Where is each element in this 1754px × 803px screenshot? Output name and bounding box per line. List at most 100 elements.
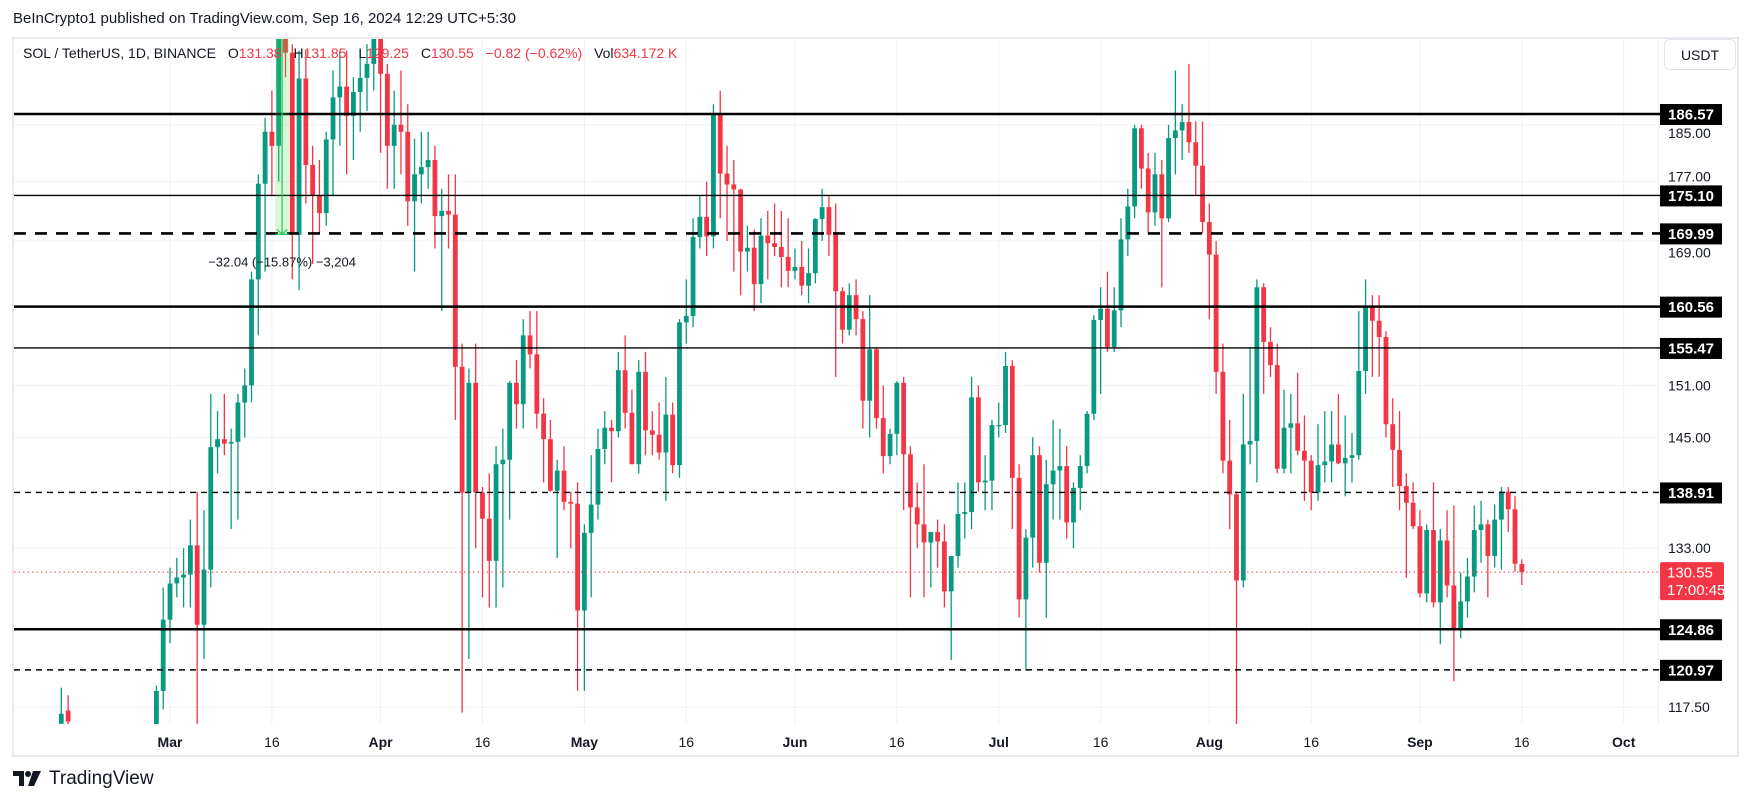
candle [1152,152,1158,226]
candle [541,398,547,483]
candle [58,687,64,724]
candle-body [418,167,424,175]
candle [384,63,390,189]
candle [337,50,343,146]
candle [581,524,587,691]
candle-body [738,189,744,252]
symbol-legend[interactable]: SOL / TetherUS, 1D, BINANCE O131.38 H131… [23,45,677,61]
current-price-label: 130.55 [1667,565,1713,582]
candle [1403,473,1409,578]
candle-body [1465,576,1470,602]
candle [1390,398,1396,488]
candle-body [1145,168,1151,213]
candle [731,159,737,272]
candle-body [1234,494,1239,581]
candle [1261,283,1267,394]
candle-body [466,382,472,493]
price-axis[interactable]: 185.00 177.00 169.00 151.00 145.00 133.00 117.… [1660,103,1725,715]
candle-body [792,266,798,271]
currency-button[interactable]: USDT [1664,39,1736,70]
candle [310,145,316,264]
candle [398,70,404,175]
candle-body [751,247,757,285]
candle [235,393,241,520]
candle-body [534,354,540,414]
candle [860,311,866,429]
candle [1145,152,1151,234]
candle [1424,524,1430,603]
candle-body [778,246,784,257]
candle [643,351,648,456]
candle-body [1037,455,1042,563]
candle [1478,500,1484,563]
candle-body [310,164,316,196]
candle [187,519,193,608]
candle-body [187,545,193,575]
candle-body [228,441,234,444]
close-label: C [420,45,431,61]
candle-body [174,577,180,584]
candle [622,335,628,429]
candle [446,174,451,249]
published-by-header: BeInCrypto1 published on TradingView.com… [13,10,516,27]
candle [1254,279,1260,483]
candle [1043,459,1049,618]
candle [548,419,553,492]
candle-body [1240,444,1246,581]
price-tick-label: 145.00 [1668,429,1711,445]
measurement-label: −32.04 (−15.87%) −3,204 [208,254,356,269]
close-value: 130.55 [430,45,474,61]
candle [371,39,377,91]
candle [901,376,907,511]
price-tick-label: 185.00 [1668,125,1711,141]
candle-body [208,447,214,570]
candle-body [364,63,370,78]
price-range-measurement[interactable]: −32.04 (−15.87%) −3,204 [208,39,356,269]
candle-body [554,470,560,491]
candle [1077,455,1083,511]
candle-body [717,113,723,174]
candle-body [1179,122,1185,131]
time-tick-label: 16 [1093,734,1109,750]
candle-body [826,207,832,235]
candle [432,145,438,249]
candle-body [840,291,845,330]
level-price-tag [1660,185,1722,207]
open-value: 131.38 [238,45,282,61]
symbol-title[interactable]: SOL / TetherUS, 1D, BINANCE [23,45,216,61]
candle-body [337,86,343,98]
candle [289,44,295,280]
candle [1234,491,1239,724]
candle [480,487,485,598]
candle [792,248,798,280]
candle-body [921,524,927,543]
candle-body [656,434,662,453]
candle-body [1213,254,1219,372]
candle [486,473,492,608]
candle [520,319,526,429]
candle-body [167,583,173,620]
support-resistance-levels[interactable] [14,112,1660,671]
level-price-tag [1660,482,1722,504]
candle [778,210,784,288]
candle [894,381,900,456]
candle-body [1274,365,1280,469]
tradingview-logo[interactable]: TradingView [13,768,154,790]
candle-body [1064,466,1070,523]
candle-body [432,159,438,217]
time-axis[interactable]: Mar 16 Apr 16 May 16 Jun 16 Jul 16 Aug 16 Sep 16 Oct [158,734,1636,750]
time-tick-label: Jul [989,734,1009,750]
candle [1281,389,1287,474]
candle-body [221,439,227,444]
candle-body [412,174,417,202]
candle [649,411,655,456]
candle-body [643,371,648,431]
candle [806,248,811,304]
candle [276,39,282,182]
candle [323,131,329,226]
candle [466,368,472,659]
candle [656,402,662,460]
candle [1363,279,1368,394]
candle [1308,455,1314,511]
